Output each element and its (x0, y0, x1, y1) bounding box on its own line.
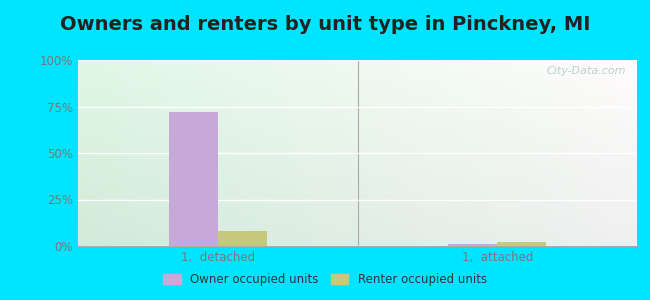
Bar (218, 231, 266, 246)
Bar (448, 244, 497, 246)
Text: Owners and renters by unit type in Pinckney, MI: Owners and renters by unit type in Pinck… (60, 15, 590, 34)
Text: City-Data.com: City-Data.com (546, 66, 626, 76)
Legend: Owner occupied units, Renter occupied units: Owner occupied units, Renter occupied un… (159, 269, 491, 291)
Bar (169, 112, 218, 246)
Bar (497, 242, 546, 246)
